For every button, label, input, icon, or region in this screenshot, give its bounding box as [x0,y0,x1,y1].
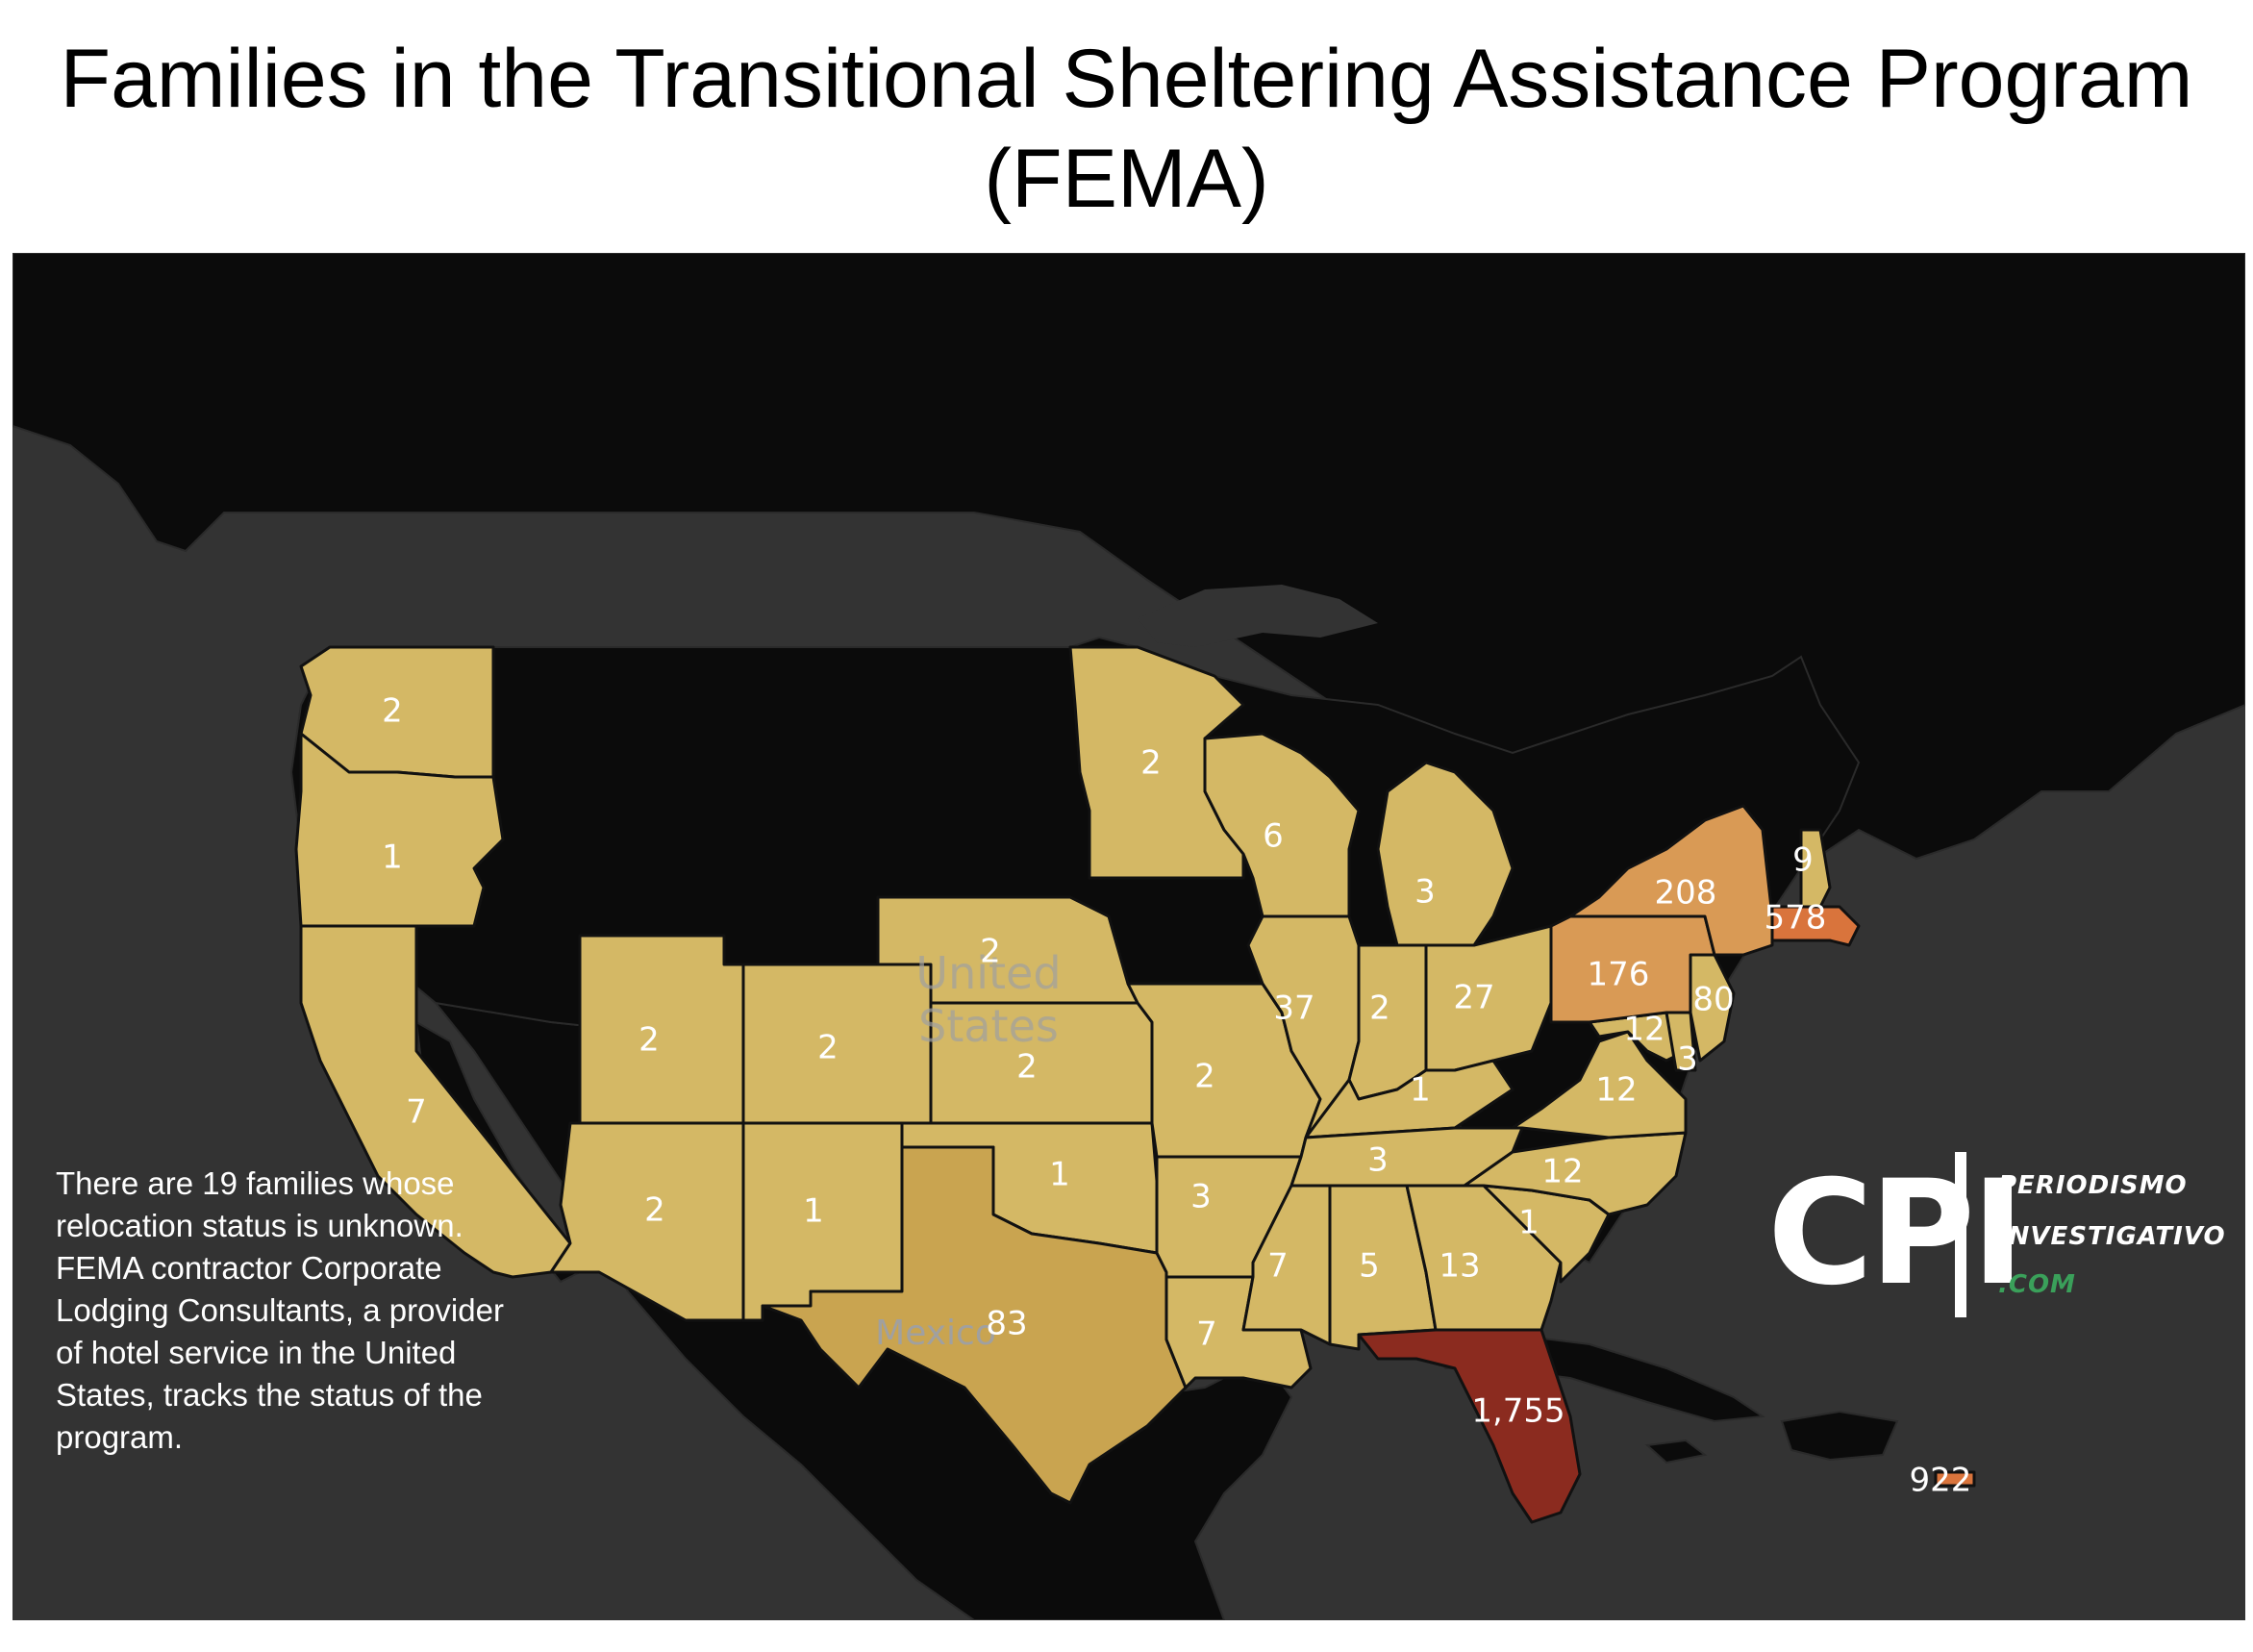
state-florida[interactable] [1357,1328,1582,1524]
value-minnesota: 2 [1140,744,1162,783]
lake-superior [1138,585,1378,647]
value-maryland: 12 [1623,1011,1665,1049]
value-wisconsin: 6 [1263,817,1284,856]
label-mexico: Mexico [875,1314,996,1353]
logo-divider [1955,1152,1966,1317]
logo-line-2: INVESTIGATIVO [1998,1222,2226,1251]
chart-title: Families in the Transitional Sheltering … [60,33,2193,225]
state-new-hampshire[interactable] [1799,828,1832,909]
value-missouri: 2 [1194,1058,1215,1096]
value-oklahoma: 1 [1049,1156,1070,1194]
value-illinois: 37 [1273,989,1314,1028]
value-virginia: 12 [1595,1071,1637,1110]
value-new-hampshire: 9 [1792,841,1814,880]
logo-line-3: .COM [1998,1270,2076,1299]
footnote: There are 19 families whose relocation s… [56,1165,504,1455]
value-utah: 2 [638,1021,660,1060]
value-colorado: 2 [817,1029,839,1067]
value-massachusetts: 578 [1765,899,1827,938]
value-michigan: 3 [1414,873,1436,912]
cpi-logo: CPI PERIODISMO INVESTIGATIVO .COM [1767,1142,2225,1325]
value-north-carolina: 12 [1541,1153,1583,1191]
value-texas: 83 [986,1305,1027,1343]
state-new-york[interactable] [1568,804,1774,957]
state-massachusetts[interactable] [1770,905,1861,947]
value-delaware: 3 [1677,1040,1698,1079]
value-puerto-rico: 922 [1910,1462,1972,1500]
value-ohio: 27 [1453,979,1494,1017]
value-arkansas: 3 [1190,1178,1212,1216]
state-texas[interactable] [761,1145,1188,1505]
value-tennessee: 3 [1367,1141,1389,1180]
value-nebraska: 2 [980,933,1001,971]
state-north-carolina[interactable] [1463,1131,1688,1216]
value-louisiana: 7 [1196,1315,1217,1354]
state-california[interactable] [299,924,572,1279]
state-utah[interactable] [578,934,745,1125]
logo-line-1: PERIODISMO [1998,1171,2188,1200]
value-kansas: 2 [1016,1048,1038,1087]
state-virginia[interactable] [1511,1030,1688,1139]
value-new-jersey: 80 [1692,981,1734,1019]
value-florida: 1,755 [1471,1392,1565,1431]
value-alabama: 5 [1359,1247,1380,1286]
value-new-york: 208 [1655,874,1717,913]
value-california: 7 [406,1093,427,1132]
value-washington: 2 [382,692,403,731]
value-pennsylvania: 176 [1588,956,1650,994]
state-kentucky[interactable] [1304,1059,1515,1139]
value-mississippi: 7 [1267,1247,1289,1286]
logo-mark: CPI [1767,1150,2025,1317]
value-georgia: 13 [1439,1247,1480,1286]
state-puerto-rico[interactable] [1934,1470,1976,1488]
state-oregon[interactable] [294,732,505,928]
value-new-mexico: 1 [803,1192,824,1231]
value-arizona: 2 [644,1191,665,1230]
value-south-carolina: 1 [1518,1204,1540,1242]
jamaica [1644,1439,1708,1464]
label-united-states-2: States [918,1000,1059,1052]
hispaniola [1780,1410,1899,1462]
value-oregon: 1 [382,839,403,877]
state-michigan[interactable] [1376,761,1515,947]
value-indiana: 2 [1369,989,1390,1028]
map-panel[interactable]: United States Mexico 2 1 7 2 2 2 1 2 2 1… [13,253,2245,1620]
label-united-states-1: United [915,947,1061,999]
choropleth-map[interactable]: United States Mexico 2 1 7 2 2 2 1 2 2 1… [13,253,2245,1620]
value-kentucky: 1 [1410,1071,1431,1110]
